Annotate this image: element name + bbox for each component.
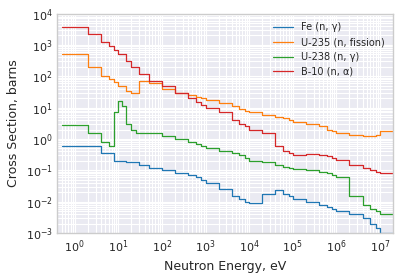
Fe (n, γ) — [378, 231, 382, 235]
U-235 (n, fission) — [286, 118, 291, 122]
U-235 (n, fission) — [330, 129, 334, 133]
Fe (n, γ) — [242, 197, 247, 201]
U-238 (n, γ) — [281, 165, 286, 169]
Line: Fe (n, γ): Fe (n, γ) — [62, 146, 400, 233]
U-238 (n, γ) — [116, 99, 121, 103]
U-238 (n, γ) — [59, 123, 64, 127]
U-235 (n, fission) — [360, 135, 365, 138]
Fe (n, γ) — [186, 174, 190, 177]
Line: U-235 (n, fission): U-235 (n, fission) — [62, 54, 400, 136]
Fe (n, γ) — [286, 195, 291, 198]
U-238 (n, γ) — [378, 213, 382, 216]
Legend: Fe (n, γ), U-235 (n, fission), U-238 (n, γ), B-10 (n, α): Fe (n, γ), U-235 (n, fission), U-238 (n,… — [270, 18, 388, 81]
B-10 (n, α) — [106, 41, 111, 44]
B-10 (n, α) — [281, 150, 286, 153]
Fe (n, γ) — [106, 151, 111, 155]
B-10 (n, α) — [378, 172, 382, 175]
Fe (n, γ) — [59, 144, 64, 148]
U-238 (n, γ) — [290, 166, 295, 169]
B-10 (n, α) — [59, 25, 64, 28]
B-10 (n, α) — [330, 156, 334, 160]
B-10 (n, α) — [242, 122, 247, 126]
U-235 (n, fission) — [242, 107, 247, 111]
U-235 (n, fission) — [186, 94, 190, 97]
U-235 (n, fission) — [281, 117, 286, 120]
U-238 (n, γ) — [260, 161, 265, 164]
Y-axis label: Cross Section, barns: Cross Section, barns — [7, 59, 20, 187]
U-235 (n, fission) — [106, 74, 111, 78]
Line: U-238 (n, γ): U-238 (n, γ) — [62, 101, 400, 214]
U-238 (n, γ) — [368, 203, 373, 206]
B-10 (n, α) — [286, 151, 291, 155]
B-10 (n, α) — [186, 97, 190, 100]
Line: B-10 (n, α): B-10 (n, α) — [62, 27, 400, 173]
X-axis label: Neutron Energy, eV: Neutron Energy, eV — [164, 260, 286, 273]
U-238 (n, γ) — [203, 147, 208, 150]
U-238 (n, γ) — [273, 161, 278, 164]
Fe (n, γ) — [330, 207, 334, 210]
Fe (n, γ) — [281, 192, 286, 195]
U-235 (n, fission) — [59, 53, 64, 56]
